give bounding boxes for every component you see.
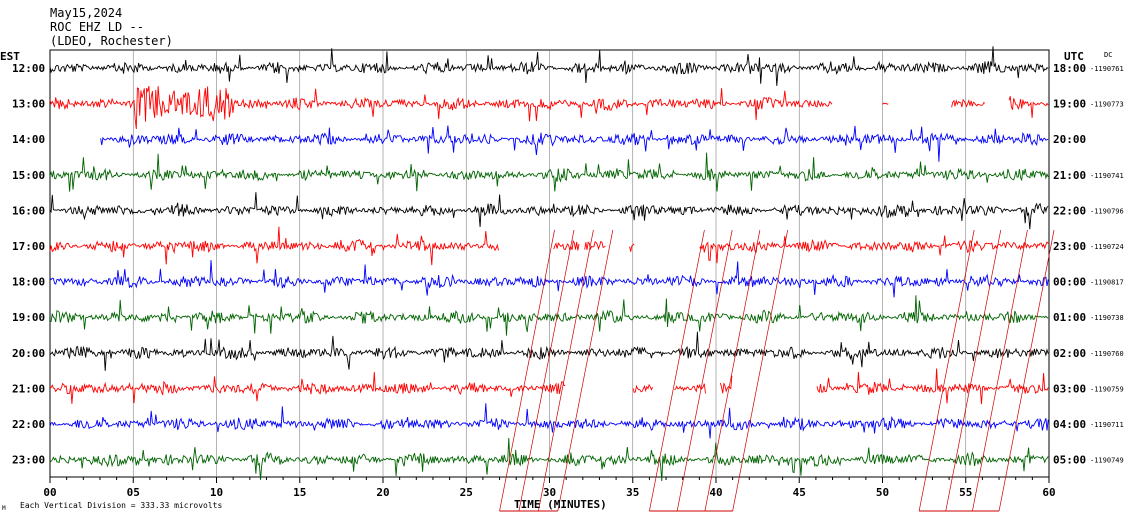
row-label-left: 16:00: [12, 204, 45, 217]
x-tick-label: 55: [959, 486, 972, 499]
annotation-hairline: [538, 229, 594, 512]
x-tick-label: 25: [460, 486, 473, 499]
row-dc-offset: -1190738: [1090, 314, 1124, 322]
row-dc-offset: -1190711: [1090, 421, 1124, 429]
row-label-right: 21:00: [1053, 169, 1086, 182]
footer-corner-mark: M: [2, 505, 6, 512]
x-tick-label: 50: [876, 486, 889, 499]
row-label-right: 02:00: [1053, 347, 1086, 360]
annotation-hairline: [732, 229, 788, 512]
row-label-left: 14:00: [12, 133, 45, 146]
trace-line: [49, 192, 1049, 230]
annotation-hairline: [972, 229, 1028, 512]
x-axis-label: TIME (MINUTES): [514, 498, 607, 511]
right-zone-label: UTC: [1064, 50, 1084, 63]
row-dc-offset: -1190760: [1090, 350, 1124, 358]
annotation-group: [499, 229, 1055, 512]
annotation-hairline: [518, 229, 575, 512]
x-tick-label: 00: [43, 486, 56, 499]
trace-line: [50, 368, 1049, 405]
trace-line: [49, 85, 1049, 130]
row-label-left: 13:00: [12, 98, 45, 111]
row-labels: 12:00 18:00 -1190761 13:00 19:00 -1190773 14:0…: [12, 62, 1124, 467]
trace-line: [49, 46, 1049, 86]
x-tick-label: 20: [376, 486, 389, 499]
row-dc-offset: -1190761: [1090, 65, 1124, 73]
row-label-right: 18:00: [1053, 62, 1086, 75]
annotation-hairline: [998, 229, 1055, 512]
annotation-hairline: [557, 229, 614, 512]
grid-lines: [132, 50, 967, 477]
row-label-right: 01:00: [1053, 311, 1086, 324]
header-station: ROC EHZ LD --: [50, 20, 144, 34]
trace-line: [50, 295, 1049, 336]
annotation-hairline: [649, 229, 705, 512]
row-label-left: 19:00: [12, 311, 45, 324]
row-dc-offset: -1190773: [1090, 101, 1124, 109]
row-dc-offset: -1190796: [1090, 207, 1124, 215]
trace-line: [49, 152, 1049, 192]
annotation-hairline: [704, 229, 761, 512]
row-label-right: 20:00: [1053, 133, 1086, 146]
trace-line: [49, 403, 1049, 439]
row-label-right: 00:00: [1053, 276, 1086, 289]
row-label-left: 21:00: [12, 382, 45, 395]
row-label-right: 04:00: [1053, 418, 1086, 431]
row-label-left: 15:00: [12, 169, 45, 182]
row-label-left: 22:00: [12, 418, 45, 431]
x-tick-label: 35: [626, 486, 639, 499]
x-tick-label: 60: [1042, 486, 1055, 499]
row-dc-offset: -1190724: [1090, 243, 1124, 251]
row-label-right: 22:00: [1053, 204, 1086, 217]
x-tick-label: 45: [793, 486, 806, 499]
row-label-left: 17:00: [12, 240, 45, 253]
header-date: May15,2024: [50, 6, 122, 20]
trace-group: [49, 46, 1049, 482]
annotation-hairline: [918, 229, 975, 512]
trace-line: [49, 331, 1049, 371]
annotation-hairline: [945, 229, 1002, 512]
trace-line: [49, 260, 1049, 298]
row-dc-offset: -1190741: [1090, 172, 1124, 180]
dc-label: DC: [1104, 51, 1112, 59]
footer-scale-note: Each Vertical Division = 333.33 microvol…: [20, 501, 222, 510]
row-dc-offset: -1190759: [1090, 385, 1124, 393]
row-label-right: 03:00: [1053, 382, 1086, 395]
row-dc-offset: -1190817: [1090, 279, 1124, 287]
row-label-right: 05:00: [1053, 454, 1086, 467]
left-zone-label: EST: [0, 50, 20, 63]
x-axis: 00 05 10 15 20 25 30 35 40 45 50 55 60: [43, 477, 1056, 499]
x-tick-label: 30: [543, 486, 556, 499]
annotation-hairline: [499, 229, 555, 512]
x-tick-label: 10: [210, 486, 223, 499]
row-label-left: 23:00: [12, 454, 45, 467]
trace-line: [49, 437, 1049, 482]
row-label-left: 12:00: [12, 62, 45, 75]
x-tick-label: 15: [293, 486, 306, 499]
row-label-right: 23:00: [1053, 240, 1086, 253]
x-tick-label: 40: [709, 486, 722, 499]
trace-line: [100, 125, 1049, 162]
row-label-right: 19:00: [1053, 98, 1086, 111]
x-tick-label: 05: [127, 486, 140, 499]
row-dc-offset: -1190749: [1090, 457, 1124, 465]
row-label-left: 18:00: [12, 276, 45, 289]
header-network: (LDEO, Rochester): [50, 34, 173, 48]
trace-line: [49, 226, 1049, 266]
annotation-hairline: [676, 229, 733, 512]
row-label-left: 20:00: [12, 347, 45, 360]
